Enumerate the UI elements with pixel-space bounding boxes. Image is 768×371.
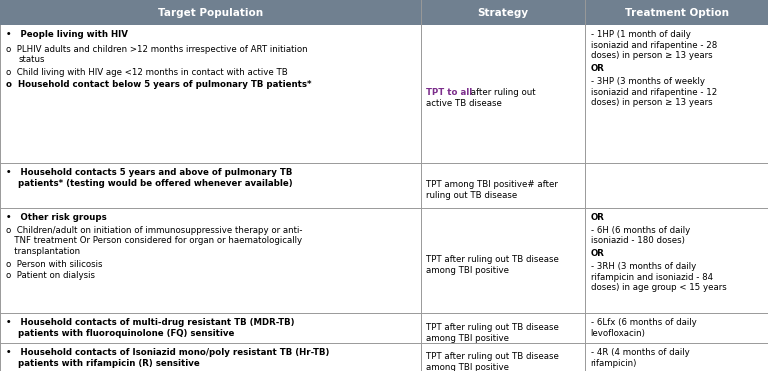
Text: o  Child living with HIV age <12 months in contact with active TB: o Child living with HIV age <12 months i… xyxy=(5,68,287,77)
Text: OR: OR xyxy=(591,213,604,222)
Text: •   Household contacts 5 years and above of pulmonary TB: • Household contacts 5 years and above o… xyxy=(5,168,292,177)
Text: isoniazid and rifapentine - 12: isoniazid and rifapentine - 12 xyxy=(591,88,717,97)
Text: patients with rifampicin (R) sensitive: patients with rifampicin (R) sensitive xyxy=(18,359,200,368)
Text: •   People living with HIV: • People living with HIV xyxy=(5,30,127,39)
Text: o  Children/adult on initiation of immunosuppressive therapy or anti-: o Children/adult on initiation of immuno… xyxy=(5,226,302,235)
Text: •   Household contacts of Isoniazid mono/poly resistant TB (Hr-TB): • Household contacts of Isoniazid mono/p… xyxy=(5,348,329,357)
Text: TPT among TBI positive# after: TPT among TBI positive# after xyxy=(426,180,558,189)
Text: status: status xyxy=(18,55,45,64)
Text: o  Patient on dialysis: o Patient on dialysis xyxy=(5,271,94,280)
Bar xyxy=(0,0,768,25)
Text: doses) in person ≥ 13 years: doses) in person ≥ 13 years xyxy=(591,51,713,60)
Text: isoniazid - 180 doses): isoniazid - 180 doses) xyxy=(591,236,684,245)
Text: among TBI positive: among TBI positive xyxy=(426,266,509,275)
Text: - 6H (6 months of daily: - 6H (6 months of daily xyxy=(591,226,690,235)
Text: rifampicin and isoniazid - 84: rifampicin and isoniazid - 84 xyxy=(591,273,713,282)
Text: ruling out TB disease: ruling out TB disease xyxy=(426,191,518,200)
Text: among TBI positive: among TBI positive xyxy=(426,334,509,343)
Text: - 4R (4 months of daily: - 4R (4 months of daily xyxy=(591,348,690,357)
Text: isoniazid and rifapentine - 28: isoniazid and rifapentine - 28 xyxy=(591,41,717,50)
Text: •   Household contacts of multi-drug resistant TB (MDR-TB): • Household contacts of multi-drug resis… xyxy=(5,318,294,328)
Text: levofloxacin): levofloxacin) xyxy=(591,329,646,338)
Text: - 3RH (3 months of daily: - 3RH (3 months of daily xyxy=(591,262,696,271)
Text: TPT to all: TPT to all xyxy=(426,88,472,97)
Text: transplantation: transplantation xyxy=(5,247,80,256)
Text: TPT after ruling out TB disease: TPT after ruling out TB disease xyxy=(426,255,559,264)
Text: OR: OR xyxy=(591,64,604,73)
Text: doses) in age group < 15 years: doses) in age group < 15 years xyxy=(591,283,727,292)
Text: active TB disease: active TB disease xyxy=(426,99,502,108)
Text: doses) in person ≥ 13 years: doses) in person ≥ 13 years xyxy=(591,98,713,107)
Text: Strategy: Strategy xyxy=(478,8,528,17)
Text: Treatment Option: Treatment Option xyxy=(624,8,729,17)
Text: after ruling out: after ruling out xyxy=(468,88,535,97)
Text: patients* (testing would be offered whenever available): patients* (testing would be offered when… xyxy=(18,179,293,188)
Text: Target Population: Target Population xyxy=(158,8,263,17)
Text: OR: OR xyxy=(591,249,604,258)
Text: among TBI positive: among TBI positive xyxy=(426,362,509,371)
Text: patients with fluoroquinolone (FQ) sensitive: patients with fluoroquinolone (FQ) sensi… xyxy=(18,329,235,338)
Text: o  Household contact below 5 years of pulmonary TB patients*: o Household contact below 5 years of pul… xyxy=(5,80,311,89)
Text: o  PLHIV adults and children >12 months irrespective of ART initiation: o PLHIV adults and children >12 months i… xyxy=(5,45,307,54)
Text: o  Person with silicosis: o Person with silicosis xyxy=(5,260,102,269)
Text: TNF treatment Or Person considered for organ or haematologically: TNF treatment Or Person considered for o… xyxy=(5,236,302,245)
Text: TPT after ruling out TB disease: TPT after ruling out TB disease xyxy=(426,352,559,361)
Text: - 3HP (3 months of weekly: - 3HP (3 months of weekly xyxy=(591,77,705,86)
Text: •   Other risk groups: • Other risk groups xyxy=(5,213,106,222)
Text: rifampicin): rifampicin) xyxy=(591,359,637,368)
Text: - 6Lfx (6 months of daily: - 6Lfx (6 months of daily xyxy=(591,318,697,328)
Text: TPT after ruling out TB disease: TPT after ruling out TB disease xyxy=(426,323,559,332)
Text: - 1HP (1 month of daily: - 1HP (1 month of daily xyxy=(591,30,690,39)
